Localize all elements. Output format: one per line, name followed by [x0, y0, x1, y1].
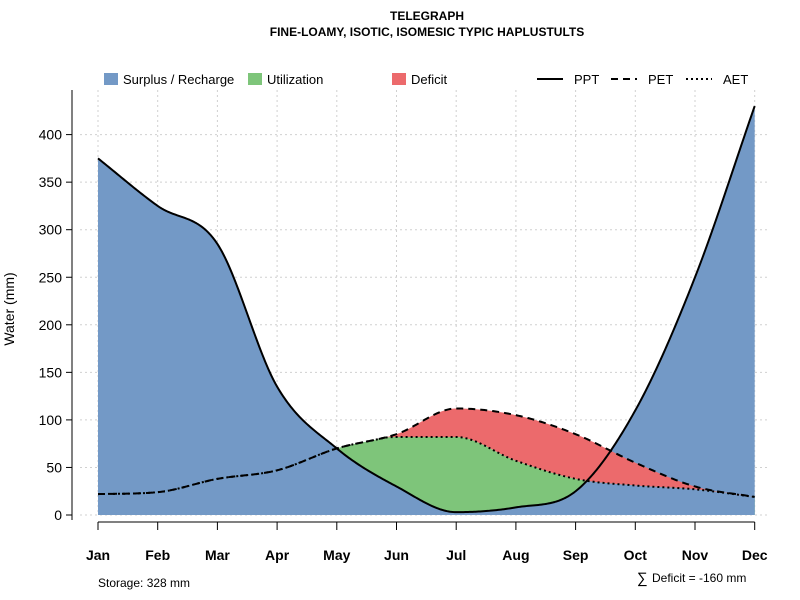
series-lines — [97, 105, 756, 514]
x-tick-label-may: May — [323, 547, 350, 563]
x-tick-label-feb: Feb — [145, 547, 170, 563]
legend-swatch-deficit — [392, 73, 406, 85]
y-tick-label: 300 — [39, 222, 63, 238]
x-tick-label-sep: Sep — [563, 547, 589, 563]
chart-title: TELEGRAPH — [390, 9, 464, 23]
x-tick-label-mar: Mar — [205, 547, 230, 563]
axes: 0 50 100 150 200 250 300 350 400 Jan Feb Mar Apr May J… — [39, 90, 768, 563]
x-tick-label-jun: Jun — [384, 547, 409, 563]
legend-label-surplus: Surplus / Recharge — [123, 72, 234, 87]
x-tick-label-jan: Jan — [86, 547, 110, 563]
x-tick-label-oct: Oct — [624, 547, 648, 563]
y-tick-label: 400 — [39, 127, 63, 143]
y-tick-label: 250 — [39, 269, 63, 285]
y-axis-label: Water (mm) — [1, 272, 17, 345]
area-deficit — [98, 408, 755, 497]
legend-label-pet: PET — [648, 72, 673, 87]
deficit-annotation: Deficit = -160 mm — [652, 571, 746, 585]
legend-label-aet: AET — [723, 72, 748, 87]
x-tick-label-dec: Dec — [742, 547, 768, 563]
area-fills — [98, 106, 755, 515]
chart-subtitle: FINE-LOAMY, ISOTIC, ISOMESIC TYPIC HAPLU… — [270, 25, 584, 39]
y-tick-label: 200 — [39, 317, 63, 333]
y-tick-label: 50 — [46, 459, 62, 475]
legend-label-ppt: PPT — [574, 72, 599, 87]
series-line-aet — [97, 436, 755, 498]
legend: Surplus / Recharge Utilization Deficit P… — [104, 72, 748, 87]
storage-annotation: Storage: 328 mm — [98, 576, 190, 590]
x-tick-label-nov: Nov — [682, 547, 709, 563]
legend-swatch-utilization — [248, 73, 262, 85]
sum-symbol: ∑ — [637, 570, 648, 587]
area-surplus-low — [98, 448, 755, 515]
y-tick-label: 100 — [39, 412, 63, 428]
y-tick-label: 150 — [39, 364, 63, 380]
legend-swatch-surplus — [104, 73, 118, 85]
legend-label-utilization: Utilization — [267, 72, 323, 87]
legend-label-deficit: Deficit — [411, 72, 448, 87]
y-tick-label: 350 — [39, 174, 63, 190]
area-surplus-recharge — [98, 106, 755, 515]
y-tick-label: 0 — [54, 507, 62, 523]
x-tick-label-apr: Apr — [265, 547, 290, 563]
x-tick-label-aug: Aug — [502, 547, 529, 563]
series-line-ppt — [97, 105, 756, 514]
x-tick-label-jul: Jul — [446, 547, 466, 563]
